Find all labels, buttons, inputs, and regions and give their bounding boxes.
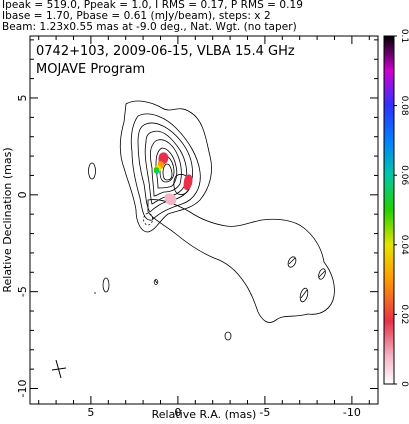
core-contour-8 [162,163,173,181]
x-tick-label: -10 [343,406,361,419]
core-contour-5 [150,139,182,197]
core-contour-3 [137,122,193,213]
jet-outer-contour [147,199,335,323]
x-axis-label: Relative R.A. (mas) [152,408,257,421]
jet-hatch-3 [300,289,308,299]
x-tick-label: 5 [87,406,94,419]
header-line-2: Ibase = 1.70, Pbase = 0.61 (mJy/beam), s… [2,10,271,22]
header-line-1: Ipeak = 519.0, Ppeak = 1.0, I RMS = 0.17… [2,0,303,11]
colorbar-tick-label: 0.06 [399,165,409,185]
plot-subtitle: MOJAVE Program [36,62,145,77]
colorbar-tick-label: 0 [399,381,409,387]
y-axis-label: Relative Declination (mas) [1,147,14,292]
colorbar-tick-label: 0.02 [399,304,409,324]
core-tail-contour [173,174,191,195]
isolated-contour-lower-mid [224,331,232,341]
y-tick-label: -10 [16,380,29,398]
pol-patch-red-2 [183,174,193,191]
tick-labels: 5 0 -5 -10 5 0 -5 -10 [16,94,361,419]
colorbar [383,35,395,385]
colorbar-tick-label: 0.04 [399,235,409,255]
jet-inner-contour-1 [287,256,297,268]
x-tick-label: -5 [259,406,270,419]
isolated-contour-bottom-center [153,279,159,285]
pol-patch-cyan [155,170,159,174]
contour-map [88,100,335,341]
stray-mark-2 [154,279,158,284]
plot-frame [29,35,379,405]
core-contour-4 [144,130,188,205]
polarization-patches [154,152,193,205]
colorbar-ticks: 0 0.02 0.04 0.06 0.08 0.1 [394,29,409,387]
y-tick-label: 0 [16,191,29,198]
x-tick-label: 0 [174,406,181,419]
y-tick-label: -5 [16,286,29,297]
colorbar-tick-label: 0.1 [399,29,409,43]
pol-patch-pink [164,193,177,205]
colorbar-tick-label: 0.08 [399,96,409,116]
jet-hatch-1 [288,257,296,265]
isolated-contour-left [88,162,96,180]
header-line-3: Beam: 1.23x0.55 mas at -9.0 deg., Nat. W… [2,21,297,33]
jet-hatch-2 [318,270,326,278]
core-contour-6 [155,147,178,189]
negative-contour-core [143,213,153,226]
isolated-contour-bottom-left [102,277,110,293]
jet-inner-contour-2 [318,268,326,280]
y-tick-label: 5 [16,94,29,101]
restoring-beam [51,359,67,379]
jet-inner-contour-3 [299,287,309,303]
core-contour-2 [130,113,201,221]
axis-ticks [30,36,378,404]
plot-title: 0742+103, 2009-06-15, VLBA 15.4 GHz [36,44,295,59]
core-contour-1 [119,100,212,233]
